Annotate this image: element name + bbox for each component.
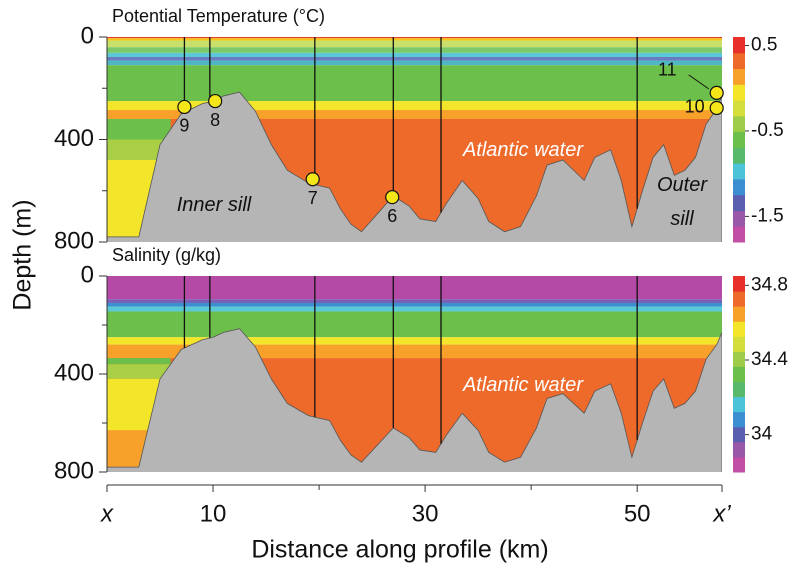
y-tick-label: 400: [54, 359, 94, 386]
colorbar-step: [733, 100, 745, 117]
y-tick-label: 400: [54, 125, 94, 152]
station-label: 8: [210, 110, 220, 130]
water-band: [107, 306, 722, 312]
x-tick-label: x’: [712, 500, 731, 527]
colorbar-step: [733, 115, 745, 133]
y-axis-label: Depth (m): [9, 199, 37, 310]
water-band: [107, 139, 171, 160]
leader-line: [688, 74, 709, 90]
water-band: [107, 302, 722, 307]
water-band: [107, 276, 722, 300]
colorbar-step: [733, 396, 745, 413]
colorbar-step: [733, 210, 745, 227]
plot-area: [107, 37, 722, 242]
panel-title: Salinity (g/kg): [112, 245, 221, 265]
station-label: 6: [387, 206, 397, 226]
station-marker: [208, 93, 223, 109]
y-tick-label: 800: [54, 227, 94, 254]
water-band: [107, 56, 722, 61]
station-label: 9: [179, 116, 189, 136]
water-band: [107, 337, 722, 345]
colorbar-tick-label: 0.5: [751, 35, 777, 56]
water-band: [107, 311, 722, 338]
colorbar-step: [733, 163, 745, 180]
colorbar-step: [733, 147, 745, 164]
colorbar-tick-label: 34.4: [751, 349, 788, 370]
annotation: Inner sill: [176, 194, 252, 216]
water-band: [107, 40, 722, 48]
colorbar-step: [733, 336, 745, 352]
panel-title: Potential Temperature (°C): [112, 6, 325, 26]
water-band: [107, 60, 722, 66]
water-band: [107, 119, 171, 140]
x-axis-label: Distance along profile (km): [251, 536, 548, 564]
colorbar-step: [733, 84, 745, 101]
station-marker: [709, 85, 724, 100]
colorbar-step: [733, 441, 745, 458]
plot-area: [107, 276, 722, 472]
colorbar-step: [733, 366, 745, 383]
station-label: 10: [685, 97, 705, 117]
water-band: [107, 47, 722, 53]
water-band: [107, 37, 722, 39]
water-band: [107, 110, 722, 119]
colorbar-step: [733, 426, 745, 443]
colorbar-step: [733, 276, 745, 292]
annotation: Outer sill: [656, 174, 708, 230]
colorbar-step: [733, 321, 745, 337]
colorbar-step: [733, 131, 745, 148]
colorbar-step: [733, 351, 745, 367]
x-tick-label: 50: [624, 500, 651, 527]
colorbar-step: [733, 226, 745, 243]
station-label: 7: [308, 188, 318, 208]
colorbar-step: [733, 381, 745, 398]
colorbar-step: [733, 178, 745, 196]
station-marker: [177, 99, 192, 115]
colorbar-tick-label: -0.5: [751, 120, 784, 141]
colorbar-step: [733, 306, 745, 322]
bathymetry: [107, 328, 722, 472]
colorbar-step: [733, 291, 745, 307]
colorbar-step: [733, 37, 745, 54]
y-tick-label: 800: [54, 457, 94, 484]
station-marker: [385, 190, 400, 205]
water-band: [107, 358, 171, 365]
water-band: [107, 299, 722, 303]
x-tick-label: 10: [200, 500, 227, 527]
bathymetry: [107, 91, 722, 242]
station-marker: [709, 100, 724, 116]
water-band: [107, 38, 722, 41]
annotation: Atlantic water: [462, 139, 584, 161]
water-band: [107, 344, 722, 359]
water-band: [107, 52, 722, 57]
colorbar-step: [733, 411, 745, 428]
colorbar-step: [733, 68, 745, 85]
y-tick-label: 0: [81, 261, 94, 288]
water-band: [107, 65, 722, 102]
x-tick-label: x: [100, 500, 114, 527]
colorbar-step: [733, 52, 745, 70]
colorbar-tick-label: -1.5: [751, 205, 784, 226]
station-marker: [305, 172, 320, 187]
water-band: [107, 101, 722, 111]
colorbar-step: [733, 456, 745, 473]
x-tick-label: 30: [412, 500, 439, 527]
y-tick-label: 0: [81, 22, 94, 49]
colorbar-tick-label: 34: [751, 424, 773, 445]
colorbar-step: [733, 194, 745, 211]
water-band: [107, 364, 171, 379]
annotation: Atlantic water: [462, 374, 584, 396]
station-label: 11: [658, 60, 677, 80]
colorbar-tick-label: 34.8: [751, 274, 788, 295]
